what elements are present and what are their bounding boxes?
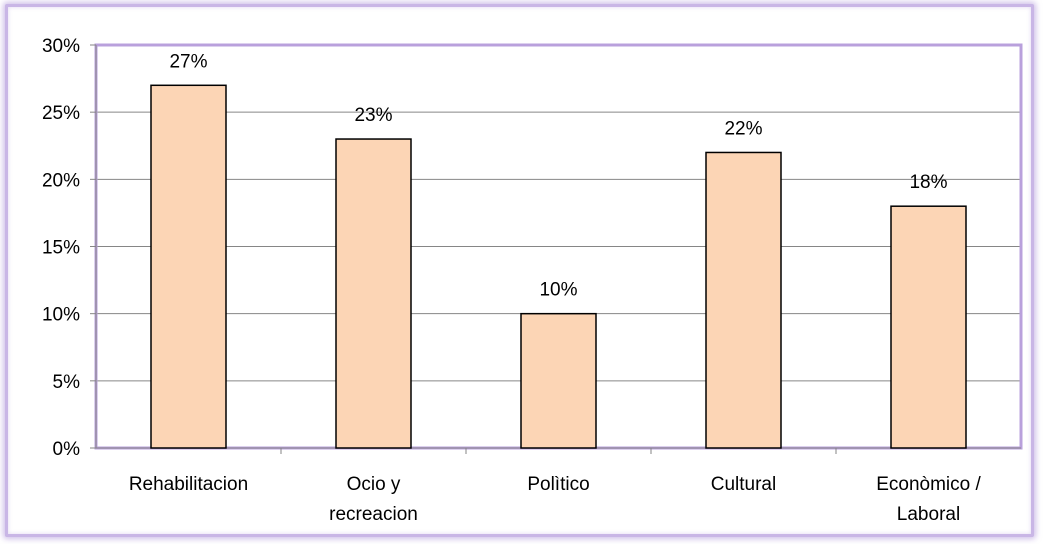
category-label-line: Econòmico / xyxy=(876,474,981,495)
x-axis-category-labels: Rehabilitacion Ocio y recreacion Polìtico Cu… xyxy=(129,474,982,525)
data-label: 23% xyxy=(354,105,392,126)
category-label: Cultural xyxy=(711,474,776,495)
bars xyxy=(150,84,967,449)
category-label-line: Polìtico xyxy=(527,474,589,495)
y-tick-label: 25% xyxy=(42,103,80,124)
category-label-line: Rehabilitacion xyxy=(129,474,248,495)
bar xyxy=(890,205,967,449)
y-tick-label: 0% xyxy=(53,439,81,460)
category-label: Econòmico / Laboral xyxy=(876,474,981,525)
bar xyxy=(150,84,227,449)
category-label-line: Laboral xyxy=(897,504,960,525)
y-tick-label: 5% xyxy=(53,372,81,393)
bar xyxy=(520,312,597,449)
category-label-line: Cultural xyxy=(711,474,776,495)
data-label: 18% xyxy=(909,172,947,193)
data-label: 27% xyxy=(169,51,207,72)
bar xyxy=(705,151,782,449)
category-label-line: Ocio y xyxy=(347,474,401,495)
y-axis-tick-labels: 0% 5% 10% 15% 20% 25% 30% xyxy=(42,36,80,460)
y-tick-label: 30% xyxy=(42,36,80,57)
data-label: 10% xyxy=(539,280,577,301)
category-label: Ocio y recreacion xyxy=(329,474,418,525)
bar xyxy=(335,138,412,449)
y-tick-label: 20% xyxy=(42,170,80,191)
category-label: Polìtico xyxy=(527,474,589,495)
category-label: Rehabilitacion xyxy=(129,474,248,495)
category-label-line: recreacion xyxy=(329,504,418,525)
y-tick-label: 10% xyxy=(42,305,80,326)
data-labels: 27% 23% 10% 22% 18% xyxy=(169,51,947,300)
data-label: 22% xyxy=(724,118,762,139)
y-tick-label: 15% xyxy=(42,238,80,259)
